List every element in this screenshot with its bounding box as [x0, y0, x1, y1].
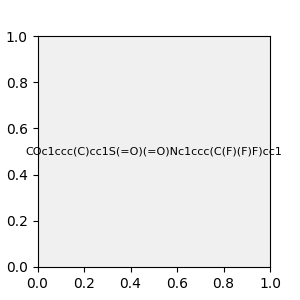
Text: COc1ccc(C)cc1S(=O)(=O)Nc1ccc(C(F)(F)F)cc1: COc1ccc(C)cc1S(=O)(=O)Nc1ccc(C(F)(F)F)cc…	[25, 146, 282, 157]
